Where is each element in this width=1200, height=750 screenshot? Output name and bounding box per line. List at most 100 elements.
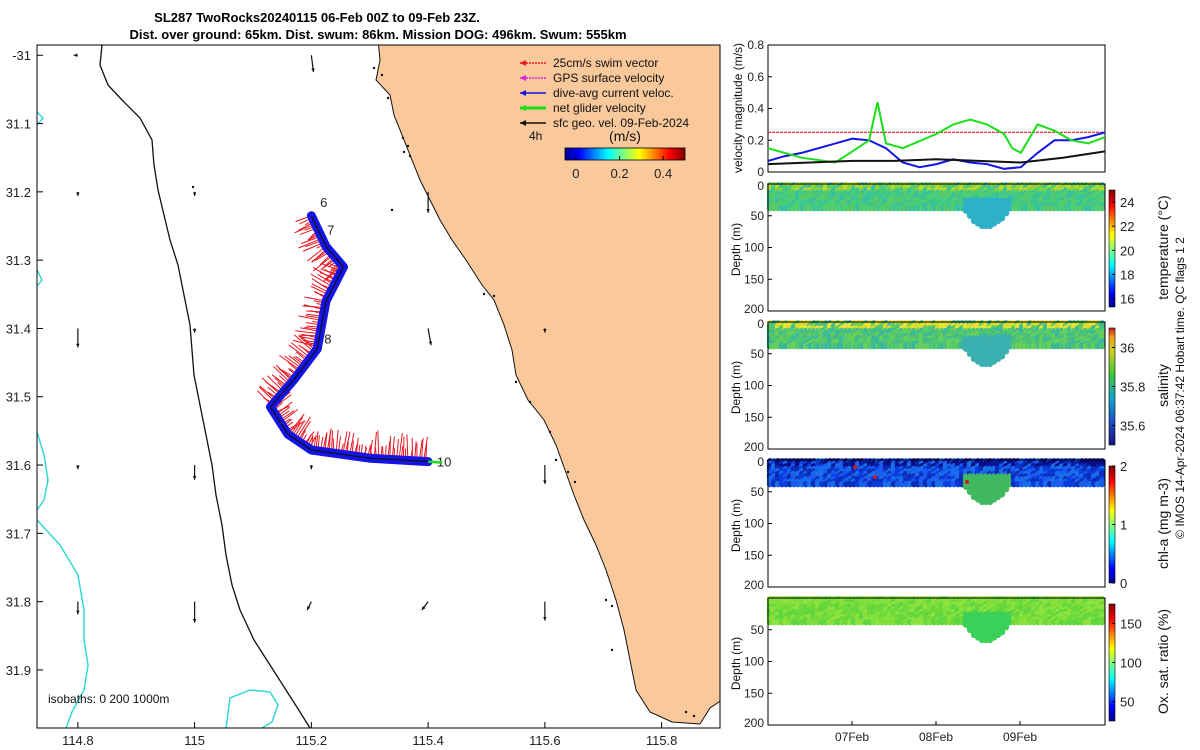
geo-vector-head [76,610,80,615]
island-dot [528,400,532,404]
island-dot [554,458,558,462]
colorbar-tick-label: 36 [1120,341,1134,356]
date-tick-label: 07Feb [835,730,869,744]
section-y-label: Depth (m) [729,361,743,414]
colorbar-label: salinity [1155,364,1171,407]
map-y-tick-label: 31.8 [6,595,31,610]
velocity-y-tick-label: 0 [757,165,764,179]
legend-arrowhead [520,75,526,81]
section-sample [1002,486,1010,493]
day-label: 7 [327,222,334,237]
geo-vector-head [307,606,311,611]
colorbar-tick-label: 50 [1120,695,1134,710]
map-x-tick-label: 115.4 [412,733,444,748]
interval-label: 4h [529,129,542,143]
map-y-tick-label: 31.1 [6,117,31,132]
section-y-tick-label: 200 [744,578,764,592]
map-y-tick-label: 31.2 [6,185,31,200]
geo-vector-head [543,329,547,333]
colorbar-tick-label: 35.6 [1120,419,1145,434]
salinity_section: 0 50 100 150 200 Depth (m) 35.6 35.8 36 salinity [729,317,1171,454]
geo-vector-head [426,209,430,213]
velocity-y-tick-label: 0.2 [747,133,764,147]
chla-hotspot [873,475,877,479]
velocity-y-tick-label: 0.4 [747,102,764,116]
section-y-tick-label: 50 [751,347,765,361]
isobath-200-mid [37,269,43,287]
map-panel: 67 8 10 114.8 115 115.2 115.4 115.6 115.8 -31 31… [6,44,721,748]
map-x-tick-label: 115.8 [646,733,678,748]
island-dot [684,710,688,714]
section-y-label: Depth (m) [729,223,743,276]
island-dot [386,96,390,100]
island-dot [372,66,376,70]
map-colorbar-ticks: 0 0.2 0.4 [572,156,672,181]
section-sample [1002,624,1010,631]
section-y-tick-label: 150 [744,548,764,562]
section-y-tick-label: 100 [744,517,764,531]
colorbar-tick-label: 35.8 [1120,380,1145,395]
section-sample [1098,480,1106,488]
velocity-y-tick-label: 0.6 [747,70,764,84]
section-y-tick-label: 200 [744,440,764,454]
island-dot [610,604,614,608]
net-velocity-line [428,460,443,464]
island-dot [566,470,570,474]
velocity-series-line [768,101,1105,164]
map-y-tick-label: 31.9 [6,663,31,678]
chla_section: 0 50 100 150 200 Depth (m) 0 1 2 chl-a (mg m-3) [729,455,1171,592]
section-y-tick-label: 150 [744,272,764,286]
legend-label: 25cm/s swim vector [553,56,658,70]
section-y-tick-label: 100 [744,241,764,255]
isobath-200-seamount [225,689,279,728]
geo-vector-head [311,68,315,73]
geo-vector-head [192,476,197,480]
colorbar-tick-label: 24 [1120,195,1134,210]
velocity-series-line [768,131,1105,170]
section-y-tick-label: 50 [751,623,765,637]
section-data [766,458,1106,506]
title-line1: SL287 TwoRocks20240115 06-Feb 00Z to 09-… [154,10,480,25]
isobath-label: isobaths: 0 200 1000m [48,692,169,706]
colorbar-label: Ox. sat. ratio (%) [1155,609,1171,714]
island-dot [390,208,394,212]
isobath-200-low [37,431,49,511]
oxygen_section: 50 100 150 200 Depth (m) 50 100 150 Ox. sat. rat… [729,596,1171,730]
velocity-series-line [768,150,1105,166]
colorbar-tick-label: 100 [1120,656,1142,671]
section-y-tick-label: 150 [744,686,764,700]
isobath-200-top [37,111,45,126]
section-sample [1002,210,1010,217]
glider-track-center [269,215,429,463]
side-note: © IMOS 14-Apr-2024 06:37:42 Hobart time.… [1173,237,1187,539]
colorbar-tick-label: 1 [1120,518,1127,533]
map-x-tick-label: 114.8 [62,733,94,748]
section-y-tick-label: 200 [744,716,764,730]
colorbar-tick-label: 22 [1120,219,1134,234]
map-x-tick-label: 115.2 [296,733,328,748]
map-y-tick-label: -31 [12,48,31,63]
net-velocity-arrow [428,460,443,464]
legend-label: sfc geo. vel. 09-Feb-2024 [553,116,689,130]
map-colorbar [564,147,686,161]
geo-vector-head [543,480,547,484]
geo-vector-head [309,465,314,470]
island-dot [573,480,577,484]
geo-vectors [73,53,547,623]
islands [191,66,696,718]
day-label: 8 [324,332,331,347]
legend-arrowhead [520,60,526,66]
legend-arrowhead [520,90,526,96]
geo-vector-head [76,465,80,470]
section-y-tick-label: 50 [751,209,765,223]
geo-vector-head [543,616,547,621]
colorbar-tick-label: 16 [1120,292,1134,307]
island-dot [492,294,496,298]
section-y-tick-label: 0 [757,317,764,331]
geo-vector-head [76,192,80,197]
map-y-tick-label: 31.7 [6,526,31,541]
geo-vector-head [428,341,433,346]
legend-label: GPS surface velocity [553,71,664,85]
day-label: 10 [437,455,451,470]
